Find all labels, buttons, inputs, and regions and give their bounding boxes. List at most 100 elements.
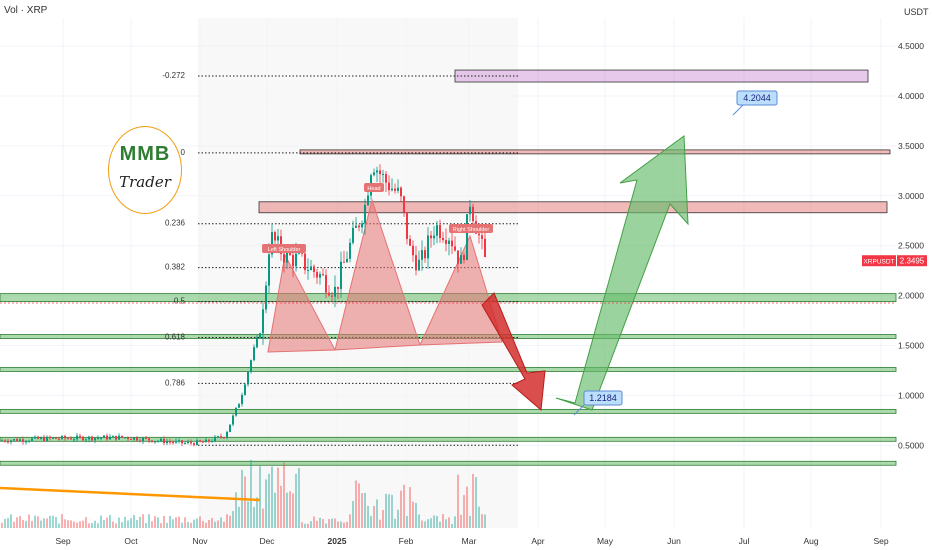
candle-body [25,441,27,443]
target-low-pointer [573,404,585,416]
volume-bar [127,520,129,528]
candle-body [178,440,180,442]
head-resistance-zone [299,149,891,155]
volume-bar [145,523,147,528]
candle-body [13,439,15,441]
volume-bar [457,474,459,528]
volume-bar [193,519,195,528]
candle-body [31,438,33,441]
volume-bar [190,522,192,528]
candle-body [127,437,129,439]
candle-body [10,440,12,443]
candle-body [94,438,96,441]
volume-bar [433,515,435,528]
candle-body [418,259,420,271]
candle-body [34,436,36,439]
candle-body [148,438,150,441]
candle-body [100,437,102,439]
volume-bar [400,490,402,528]
orange-trendline [0,486,261,502]
fib-label: 0.618 [165,333,186,342]
candle-body [352,227,354,243]
volume-bar [157,517,159,528]
candle-body [58,438,60,440]
volume-bar [436,515,438,528]
volume-bar [298,468,300,528]
shoulder-resistance-zone [258,201,888,214]
logo-sub: Trader [119,173,171,191]
volume-bar [175,517,177,528]
candle-body [442,238,444,241]
candle-body [247,371,249,385]
volume-bar [397,509,399,528]
volume-bar [160,523,162,528]
candle-body [1,440,3,442]
candle-body [259,333,261,338]
volume-bar [217,520,219,528]
volume-bar [61,514,63,528]
candle-body [355,225,357,228]
x-tick-label: Apr [531,536,544,546]
volume-bar [262,508,264,528]
volume-bar [46,518,48,528]
candle-body [406,212,408,239]
candle-body [307,270,309,272]
volume-bar [430,518,432,528]
candle-body [466,214,468,261]
head-shoulder-tag [364,183,384,192]
candle-body [16,439,18,442]
candle-body [322,274,324,276]
volume-bar [418,514,420,528]
volume-bar [301,522,303,528]
volume-bar [205,522,207,528]
candle-body [181,440,183,444]
volume-bar [208,520,210,528]
candle-body [151,440,153,443]
support-0-85-zone [0,408,897,414]
volume-bar [169,515,171,528]
candle-body [271,232,273,255]
candle-body [91,436,93,441]
price-tag-text: 2.3495 [900,257,925,266]
candle-body [229,424,231,432]
candle-body [223,437,225,439]
candle-body [391,188,393,191]
volume-bar [16,517,18,528]
candle-body [166,441,168,444]
candle-body [430,235,432,239]
candle-body [358,225,360,228]
candle-body [199,440,201,442]
candle-body [172,442,174,444]
candle-body [319,274,321,278]
volume-bar [391,494,393,528]
candle-body [316,271,318,278]
volume-bar [382,510,384,528]
volume-bar [91,523,93,528]
volume-bar [403,484,405,528]
right-shoulder-shape [419,234,503,346]
candle-body [388,182,390,191]
volume-bar [115,523,117,528]
volume-bar [472,473,474,528]
candle-body [394,188,396,191]
support-0-55-zone [0,436,897,442]
volume-bar [466,486,468,528]
volume-bar [364,492,366,528]
volume-bar [52,515,54,528]
candle-body [295,253,297,267]
candle-body [262,309,264,334]
x-tick-label: 2025 [328,536,347,546]
x-tick-label: Mar [462,536,477,546]
candle-body [154,441,156,443]
y-tick-label: 2.5000 [898,241,924,251]
x-axis: Sep Oct Nov Dec 2025 Feb Mar Apr May Jun Jul Aug Sep [55,536,888,546]
volume-bar [43,518,45,528]
candle-body [484,238,486,258]
volume-bar [379,519,381,528]
volume-bar [295,473,297,528]
candle-body [85,439,87,441]
candle-body [415,255,417,271]
volume-bar [40,520,42,528]
volume-bar [310,521,312,528]
